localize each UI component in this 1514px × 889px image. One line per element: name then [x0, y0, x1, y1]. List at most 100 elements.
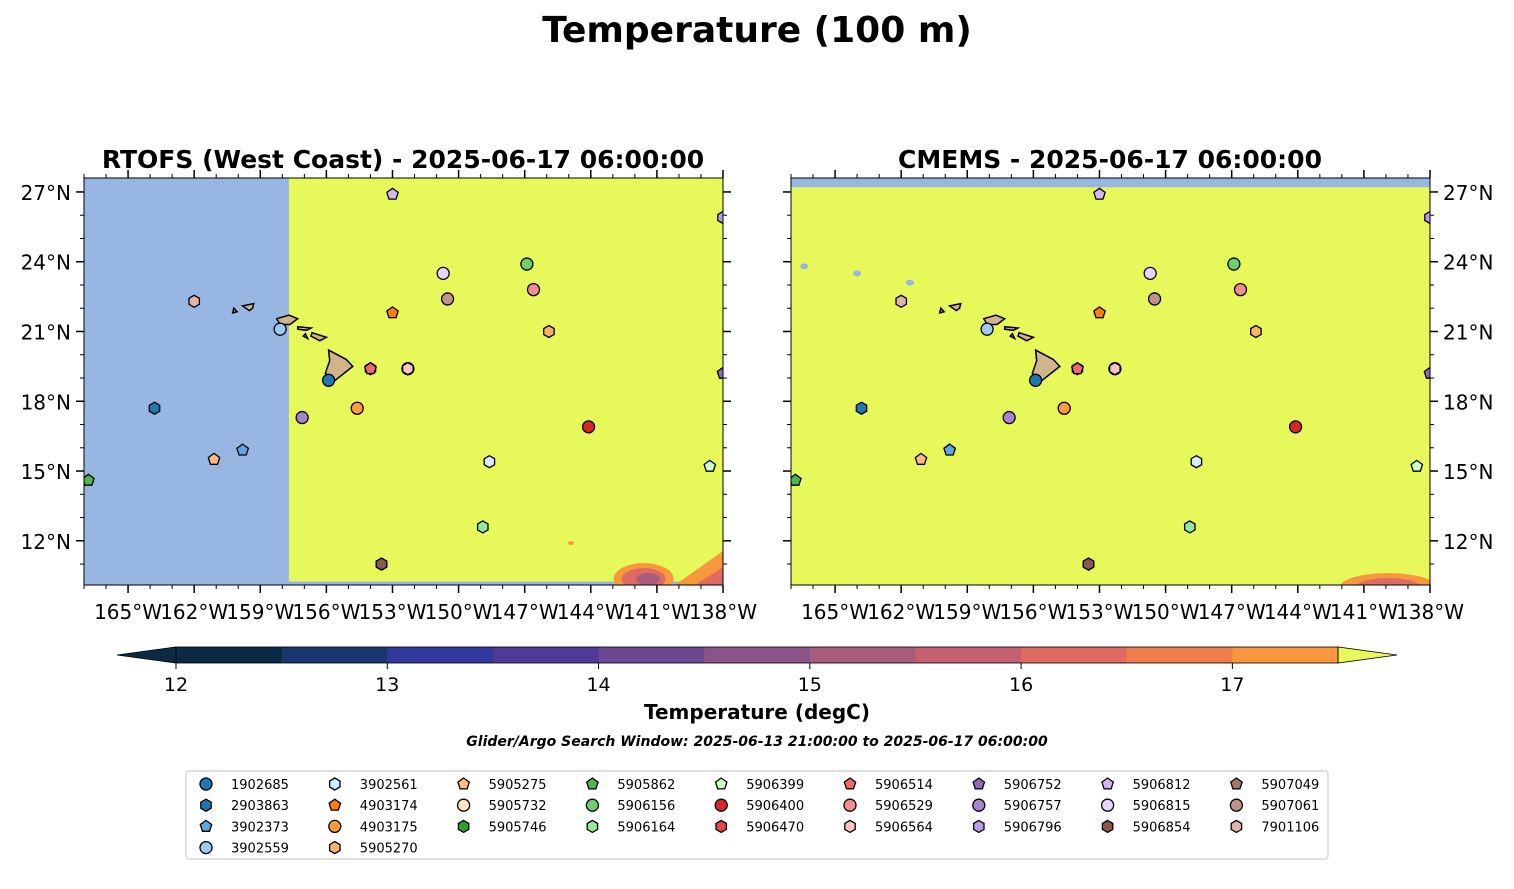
lon-tick-label: 165°W: [94, 600, 162, 624]
float-marker-5907061: [440, 292, 455, 306]
map-area: [84, 178, 723, 585]
float-marker-7901106: [895, 294, 908, 309]
float-marker-5906529: [1233, 282, 1248, 297]
lon-tick-label: 159°W: [933, 600, 1001, 624]
legend-entry: 5905732: [456, 798, 547, 814]
legend-label: 1902685: [231, 778, 289, 793]
no-data-strip: [288, 581, 723, 585]
legend-marker-5906757: [972, 798, 986, 812]
legend-marker-5906164: [586, 819, 599, 834]
lon-tick-label: 144°W: [1264, 600, 1332, 624]
legend-entry: 5905270: [328, 840, 418, 857]
float-marker-4903174: [1093, 306, 1106, 319]
float-marker-5906514: [1070, 361, 1084, 375]
legend-marker-5906796: [972, 819, 985, 834]
island: [275, 314, 300, 326]
colorbar-segment: [1232, 647, 1339, 663]
lat-tick-label: 27°N: [21, 181, 71, 205]
legend-marker-5906156: [585, 798, 600, 812]
float-marker-4903175: [350, 401, 364, 415]
island: [1017, 331, 1036, 342]
island: [310, 331, 329, 342]
float-marker-5906564: [402, 361, 414, 376]
legend-entry: 5905862: [585, 777, 675, 793]
legend-marker-3902373: [199, 819, 213, 832]
lat-tick-label: 24°N: [1443, 251, 1493, 275]
legend-marker-5906854: [1101, 819, 1114, 834]
float-marker-5906796: [1424, 210, 1430, 225]
colorbar-tick-label: 12: [164, 674, 188, 696]
float-marker-5906400: [1288, 420, 1303, 434]
float-marker-5906815: [1143, 266, 1157, 281]
legend-marker-5905732: [456, 798, 471, 812]
island: [240, 302, 255, 312]
float-marker-5906812: [386, 187, 399, 200]
legend-entry: 5906812: [1101, 777, 1191, 793]
float-marker-5906752: [1423, 366, 1430, 379]
no-data-region: [84, 178, 289, 585]
legend-label: 5906164: [617, 820, 675, 835]
island: [1008, 332, 1017, 341]
float-marker-1902685: [321, 373, 336, 387]
colorbar-tick-label: 17: [1220, 674, 1244, 696]
cool-water-patch: [613, 563, 674, 585]
colorbar-extend-high: [1337, 646, 1398, 664]
legend-label: 3902373: [231, 820, 289, 835]
legend-label: 5906752: [1004, 778, 1062, 793]
lat-tick-label: 24°N: [21, 251, 71, 275]
legend-entry: 5905746: [457, 819, 547, 835]
float-marker-3902559: [980, 322, 994, 336]
float-marker-3902559: [273, 322, 287, 336]
colorbar-segment: [704, 647, 811, 663]
float-marker-5906854: [375, 557, 388, 571]
legend-entry: 2903863: [200, 798, 289, 814]
lon-tick-label: 165°W: [801, 600, 869, 624]
legend-marker-2903863: [200, 798, 212, 812]
legend-entry: 5907061: [1229, 798, 1319, 814]
float-marker-3902561: [1190, 454, 1203, 469]
legend-marker-7901106: [1230, 819, 1243, 834]
colorbar-tick-label: 13: [375, 674, 399, 696]
legend-label: 5905746: [489, 820, 547, 835]
legend-entry: 5906400: [714, 798, 804, 814]
lon-tick-label: 141°W: [623, 600, 691, 624]
legend-label: 5907049: [1261, 778, 1319, 793]
float-marker-5905275: [207, 452, 221, 465]
colorbar-label: Temperature (degC): [644, 700, 870, 724]
legend-label: 5906757: [1004, 799, 1062, 814]
colorbar-segment: [387, 647, 494, 663]
legend-label: 4903175: [360, 820, 418, 835]
colorbar-frame: [175, 646, 1339, 664]
lon-tick-label: 144°W: [557, 600, 625, 624]
rtofs-map-panel: RTOFS (West Coast) - 2025-06-17 06:00:00…: [21, 145, 758, 624]
lat-tick-label: 21°N: [21, 320, 71, 344]
island: [301, 332, 310, 341]
colorbar-segment: [915, 647, 1022, 663]
legend-label: 5906796: [1004, 820, 1062, 835]
legend-marker-5906399: [714, 777, 728, 790]
lon-tick-label: 156°W: [999, 600, 1067, 624]
legend-marker-3902561: [328, 777, 341, 791]
legend-entry: 5907049: [1229, 777, 1319, 793]
legend-entry: 5905275: [457, 777, 547, 793]
legend-marker-5906752: [972, 777, 986, 790]
legend-marker-5905275: [457, 777, 471, 790]
lat-tick-label: 15°N: [1443, 460, 1493, 484]
float-marker-2903863: [148, 401, 161, 415]
float-marker-3902373: [236, 443, 250, 456]
colorbar-segment: [809, 647, 916, 663]
legend-label: 5905275: [489, 778, 547, 793]
float-marker-5906399: [1410, 459, 1424, 472]
cool-water-patch: [905, 279, 914, 286]
legend-label: 5906156: [617, 799, 675, 814]
legend-label: 5907061: [1261, 799, 1319, 814]
legend-marker-5905862: [585, 777, 599, 790]
legend-label: 5906529: [875, 799, 933, 814]
lon-tick-label: 153°W: [1066, 600, 1134, 624]
lon-tick-label: 156°W: [292, 600, 360, 624]
legend-label: 5906812: [1133, 778, 1191, 793]
lon-tick-label: 162°W: [160, 600, 228, 624]
colorbar-tick-label: 16: [1009, 674, 1033, 696]
lon-tick-label: 150°W: [1132, 600, 1200, 624]
lon-tick-label: 138°W: [689, 600, 757, 624]
